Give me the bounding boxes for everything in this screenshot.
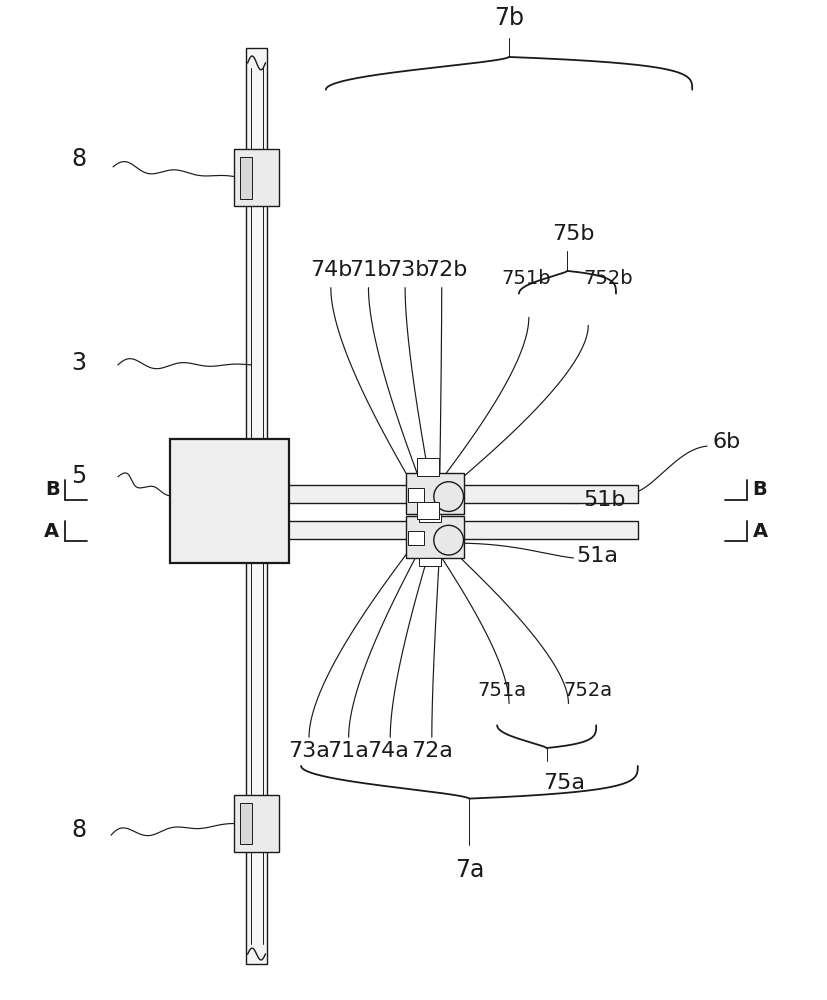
- Text: 7b: 7b: [494, 6, 524, 30]
- Bar: [419, 514, 441, 522]
- Bar: [246, 48, 267, 964]
- Text: 7a: 7a: [455, 858, 484, 882]
- Text: B: B: [45, 480, 60, 499]
- Bar: [417, 502, 439, 519]
- Text: 8: 8: [71, 147, 87, 171]
- Bar: [406, 516, 463, 558]
- Text: 74a: 74a: [367, 741, 409, 761]
- Text: 51a: 51a: [576, 546, 619, 566]
- Text: 3: 3: [71, 351, 86, 375]
- Bar: [240, 803, 251, 844]
- Bar: [256, 485, 638, 503]
- Text: A: A: [753, 522, 767, 541]
- Text: 72a: 72a: [411, 741, 452, 761]
- Text: 751b: 751b: [501, 269, 551, 288]
- Text: 73b: 73b: [387, 260, 429, 280]
- Text: 6b: 6b: [712, 432, 740, 452]
- Bar: [170, 439, 289, 563]
- Text: 752a: 752a: [564, 681, 613, 700]
- Bar: [408, 488, 424, 502]
- Text: 71b: 71b: [349, 260, 392, 280]
- Text: 751a: 751a: [477, 681, 527, 700]
- Text: 5: 5: [71, 464, 87, 488]
- Text: 74b: 74b: [309, 260, 352, 280]
- Text: A: A: [45, 522, 60, 541]
- Bar: [408, 531, 424, 545]
- Bar: [240, 157, 251, 199]
- Text: 8: 8: [71, 818, 87, 842]
- Bar: [417, 458, 439, 476]
- Bar: [406, 473, 463, 514]
- Text: 71a: 71a: [327, 741, 369, 761]
- Text: 72b: 72b: [425, 260, 468, 280]
- Text: B: B: [753, 480, 767, 499]
- Bar: [234, 149, 280, 206]
- Text: 51b: 51b: [583, 490, 626, 510]
- Bar: [234, 795, 280, 852]
- Text: 75b: 75b: [552, 224, 595, 244]
- Text: 73a: 73a: [288, 741, 330, 761]
- Text: 752b: 752b: [583, 269, 633, 288]
- Bar: [419, 558, 441, 566]
- Text: 75a: 75a: [543, 773, 586, 793]
- Bar: [256, 521, 638, 539]
